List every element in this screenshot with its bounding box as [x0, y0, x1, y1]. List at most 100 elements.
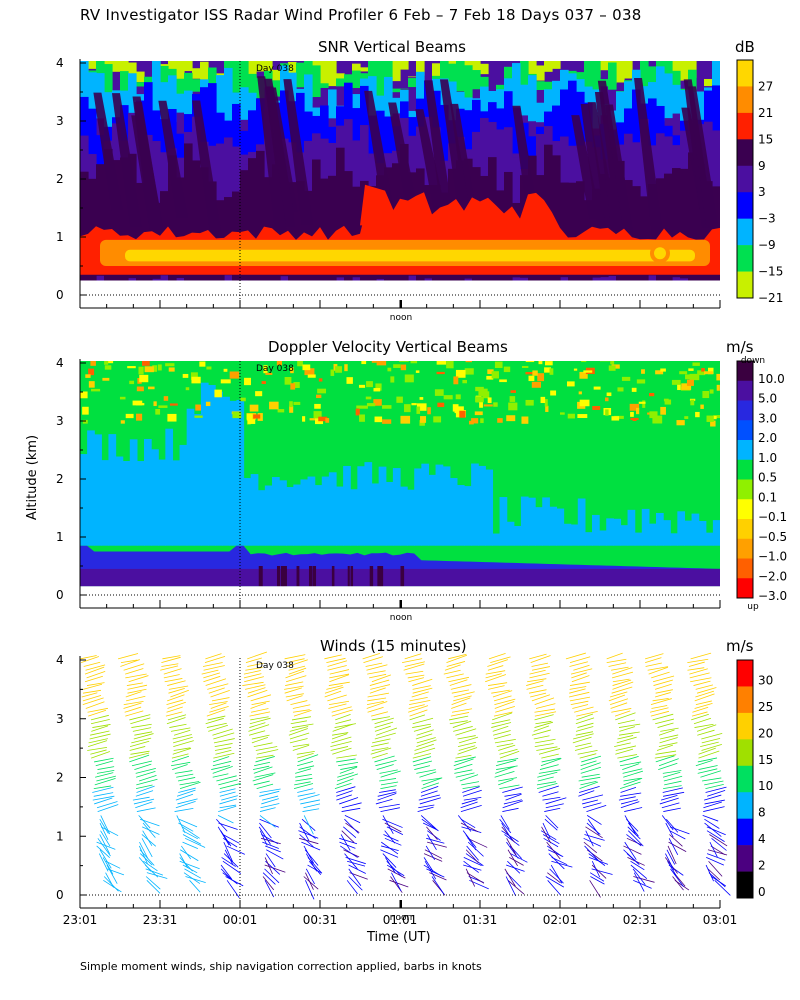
wind-barb — [461, 799, 478, 805]
wind-barb — [466, 872, 485, 884]
wind-barb — [341, 830, 355, 843]
wind-barb — [327, 660, 348, 667]
wind-barb — [171, 755, 190, 763]
wind-barb — [465, 868, 476, 887]
wind-barb — [226, 845, 245, 855]
wind-barb — [167, 680, 186, 686]
snr-cell — [208, 83, 217, 168]
wind-barbs — [80, 651, 731, 900]
doppler-noise — [455, 369, 466, 378]
wind-barb — [656, 744, 673, 751]
wind-barb — [132, 796, 150, 801]
doppler-cell — [108, 434, 117, 546]
wind-barb — [82, 689, 102, 694]
wind-barb — [250, 694, 272, 702]
day-marker-label: Day 038 — [256, 661, 294, 671]
wind-barb — [551, 860, 573, 868]
wind-barb — [608, 694, 626, 702]
snr-cell — [192, 79, 201, 92]
wind-barb — [702, 815, 719, 822]
wind-barb — [379, 789, 396, 793]
wind-barb — [105, 860, 121, 869]
doppler-cell — [378, 466, 387, 546]
snr-streak — [111, 93, 142, 227]
doppler-noise — [284, 377, 292, 385]
wind-barb — [285, 670, 305, 679]
wind-barb — [371, 742, 389, 748]
wind-barb — [210, 702, 227, 709]
doppler-noise — [253, 414, 261, 419]
doppler-dark-stripe — [258, 566, 263, 587]
wind-barb — [93, 792, 114, 797]
wind-barb — [366, 701, 384, 706]
wind-barb — [529, 669, 546, 675]
doppler-noise — [317, 388, 327, 394]
wind-barb — [216, 775, 237, 782]
doppler-noise — [265, 372, 273, 375]
snr-cell — [456, 61, 465, 92]
colorbar-swatch — [737, 871, 753, 899]
doppler-noise — [695, 411, 700, 418]
wind-barb — [305, 880, 315, 900]
doppler-noise — [404, 374, 414, 383]
noon-label: noon — [390, 313, 412, 323]
snr-cell — [448, 63, 457, 89]
colorbar-swatch — [737, 459, 753, 480]
wind-barb — [409, 714, 426, 721]
wind-barb — [93, 785, 112, 790]
wind-barb — [690, 652, 712, 660]
wind-barb — [611, 708, 632, 713]
wind-barb — [695, 684, 714, 690]
wind-barb — [84, 666, 105, 675]
wind-barb — [444, 664, 461, 671]
wind-barb — [305, 853, 318, 872]
doppler-noise — [163, 396, 169, 401]
wind-barb — [146, 880, 161, 894]
doppler-noise — [443, 395, 453, 400]
doppler-cell — [542, 497, 550, 546]
wind-barb — [288, 665, 306, 671]
wind-barb — [462, 785, 480, 790]
wind-barb — [628, 830, 644, 847]
snr-cell — [672, 84, 681, 114]
doppler-noise — [419, 397, 424, 400]
wind-barb — [667, 845, 677, 865]
colorbar-label: 0.5 — [758, 471, 777, 485]
wind-barb — [161, 663, 179, 667]
wind-barb — [531, 666, 551, 671]
wind-barb — [209, 701, 228, 706]
colorbar-top-label: down — [741, 356, 765, 366]
wind-barb — [208, 687, 225, 694]
colorbar-label: −3.0 — [758, 589, 787, 603]
wind-barb — [663, 791, 685, 797]
wind-barb — [339, 837, 358, 845]
doppler-cell — [414, 468, 422, 546]
snr-cell — [616, 91, 625, 125]
wind-barb — [609, 691, 628, 698]
wind-barb — [391, 872, 402, 892]
doppler-noise — [538, 361, 543, 365]
wind-barb — [247, 689, 268, 698]
wind-barb — [487, 665, 504, 671]
wind-barb — [211, 765, 231, 770]
wind-barb — [458, 745, 476, 751]
doppler-noise — [660, 406, 666, 415]
snr-cell — [688, 61, 697, 78]
wind-barb — [547, 880, 561, 896]
wind-barb — [586, 804, 607, 812]
wind-barb — [89, 733, 111, 740]
wind-barb — [530, 655, 551, 664]
wind-barb — [266, 849, 284, 860]
wind-barb — [335, 719, 352, 725]
doppler-noise — [194, 415, 203, 418]
wind-barb — [329, 674, 349, 683]
wind-barb — [697, 768, 718, 774]
doppler-cell — [648, 523, 657, 546]
wind-barb — [417, 806, 434, 812]
doppler-cell — [208, 385, 216, 546]
wind-barb — [416, 729, 434, 736]
wind-barb — [415, 733, 433, 740]
doppler-noise — [716, 373, 720, 381]
wind-barb — [175, 793, 194, 801]
